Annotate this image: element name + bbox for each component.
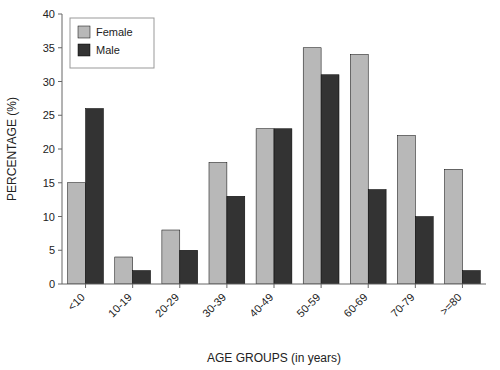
x-tick-label: >=80	[438, 291, 464, 317]
legend-label: Female	[96, 26, 133, 38]
legend: Female Male	[70, 18, 154, 68]
y-tick	[58, 115, 62, 116]
x-tick-label: 30-39	[200, 291, 228, 319]
bar	[321, 75, 339, 284]
bar	[350, 55, 368, 285]
legend-label: Male	[96, 44, 120, 56]
legend-swatch	[78, 26, 90, 38]
y-tick-label: 35	[43, 42, 55, 54]
y-tick-label: 40	[43, 8, 55, 20]
y-tick	[58, 81, 62, 82]
x-tick	[321, 284, 322, 288]
y-tick	[58, 284, 62, 285]
x-tick-label: 70-79	[388, 291, 416, 319]
bar	[68, 183, 86, 284]
bar	[209, 163, 227, 285]
legend-box	[70, 18, 154, 68]
bar	[462, 271, 480, 285]
bar	[397, 136, 415, 285]
y-tick-label: 25	[43, 109, 55, 121]
bar	[303, 48, 321, 284]
chart: 0 5 10 15 20 25 30 35 40 <10 10-19 20-29 30-39 40-49 5…	[0, 0, 500, 370]
x-axis-title: AGE GROUPS (in years)	[207, 351, 341, 365]
x-tick	[226, 284, 227, 288]
y-tick	[58, 182, 62, 183]
x-tick-label: 20-29	[153, 291, 181, 319]
y-tick	[58, 149, 62, 150]
x-tick	[132, 284, 133, 288]
bar	[162, 230, 180, 284]
x-tick	[85, 284, 86, 288]
y-tick-label: 10	[43, 211, 55, 223]
y-tick-label: 15	[43, 177, 55, 189]
x-tick	[179, 284, 180, 288]
bar	[180, 250, 198, 284]
chart-container: 0 5 10 15 20 25 30 35 40 <10 10-19 20-29 30-39 40-49 5…	[0, 0, 500, 370]
bar	[445, 169, 463, 284]
y-axis-title: PERCENTAGE (%)	[5, 97, 19, 201]
bars	[68, 48, 481, 284]
bar	[256, 129, 274, 284]
bar	[115, 257, 133, 284]
y-tick-label: 20	[43, 143, 55, 155]
y-axis: 0 5 10 15 20 25 30 35 40	[43, 8, 62, 290]
y-tick	[58, 250, 62, 251]
bar	[227, 196, 245, 284]
x-tick	[415, 284, 416, 288]
y-tick-label: 5	[49, 244, 55, 256]
bar	[86, 109, 104, 285]
y-tick-label: 30	[43, 76, 55, 88]
x-axis: <10 10-19 20-29 30-39 40-49 50-59 60-69 70-79 >=…	[65, 284, 464, 319]
y-axis-line	[62, 14, 63, 284]
y-tick-label: 0	[49, 278, 55, 290]
x-tick-label: 40-49	[247, 291, 275, 319]
bar	[133, 271, 151, 285]
bar	[274, 129, 292, 284]
bar	[368, 190, 386, 285]
x-tick-label: 60-69	[341, 291, 369, 319]
x-tick-label: <10	[65, 291, 87, 313]
y-tick	[58, 216, 62, 217]
x-tick	[368, 284, 369, 288]
x-tick	[462, 284, 463, 288]
y-tick	[58, 47, 62, 48]
legend-swatch	[78, 44, 90, 56]
x-tick-label: 10-19	[106, 291, 134, 319]
x-tick-label: 50-59	[294, 291, 322, 319]
x-tick	[274, 284, 275, 288]
bar	[415, 217, 433, 285]
y-tick	[58, 14, 62, 15]
